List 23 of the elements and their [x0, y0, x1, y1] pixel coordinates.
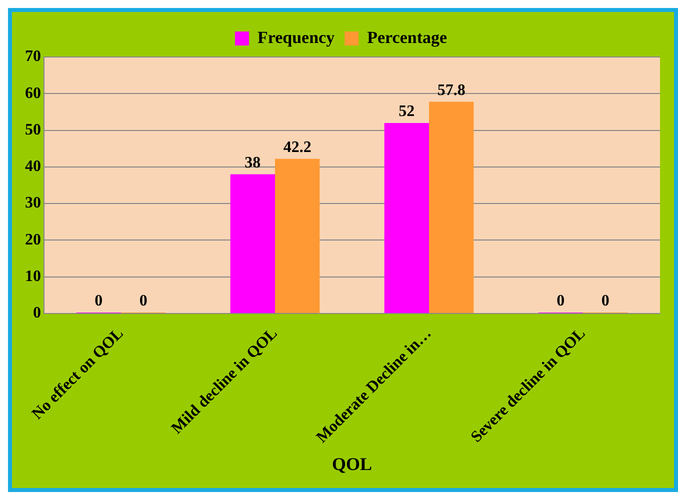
data-label: 0	[94, 292, 103, 310]
y-tick-label: 20	[25, 231, 41, 248]
y-tick-label: 70	[25, 48, 41, 66]
data-label: 52	[398, 103, 415, 120]
data-label: 0	[556, 292, 565, 310]
data-label: 42.2	[283, 139, 312, 156]
data-label: 57.8	[437, 82, 466, 99]
y-tick-label: 60	[25, 84, 41, 102]
legend-label: Frequency	[257, 28, 336, 47]
y-tick-label: 30	[25, 194, 41, 212]
y-tick-label: 0	[33, 304, 41, 322]
data-label: 0	[601, 292, 610, 310]
data-label: 38	[244, 154, 261, 172]
y-tick-label: 10	[25, 268, 41, 285]
bar	[275, 158, 320, 313]
y-tick-label: 40	[25, 158, 41, 176]
x-axis-title: QOL	[332, 454, 372, 474]
bar	[429, 102, 474, 313]
data-label: 0	[139, 292, 148, 310]
bar	[230, 174, 275, 313]
bar	[384, 122, 429, 313]
y-tick-label: 50	[25, 121, 41, 138]
legend-label: Percentage	[367, 28, 448, 47]
